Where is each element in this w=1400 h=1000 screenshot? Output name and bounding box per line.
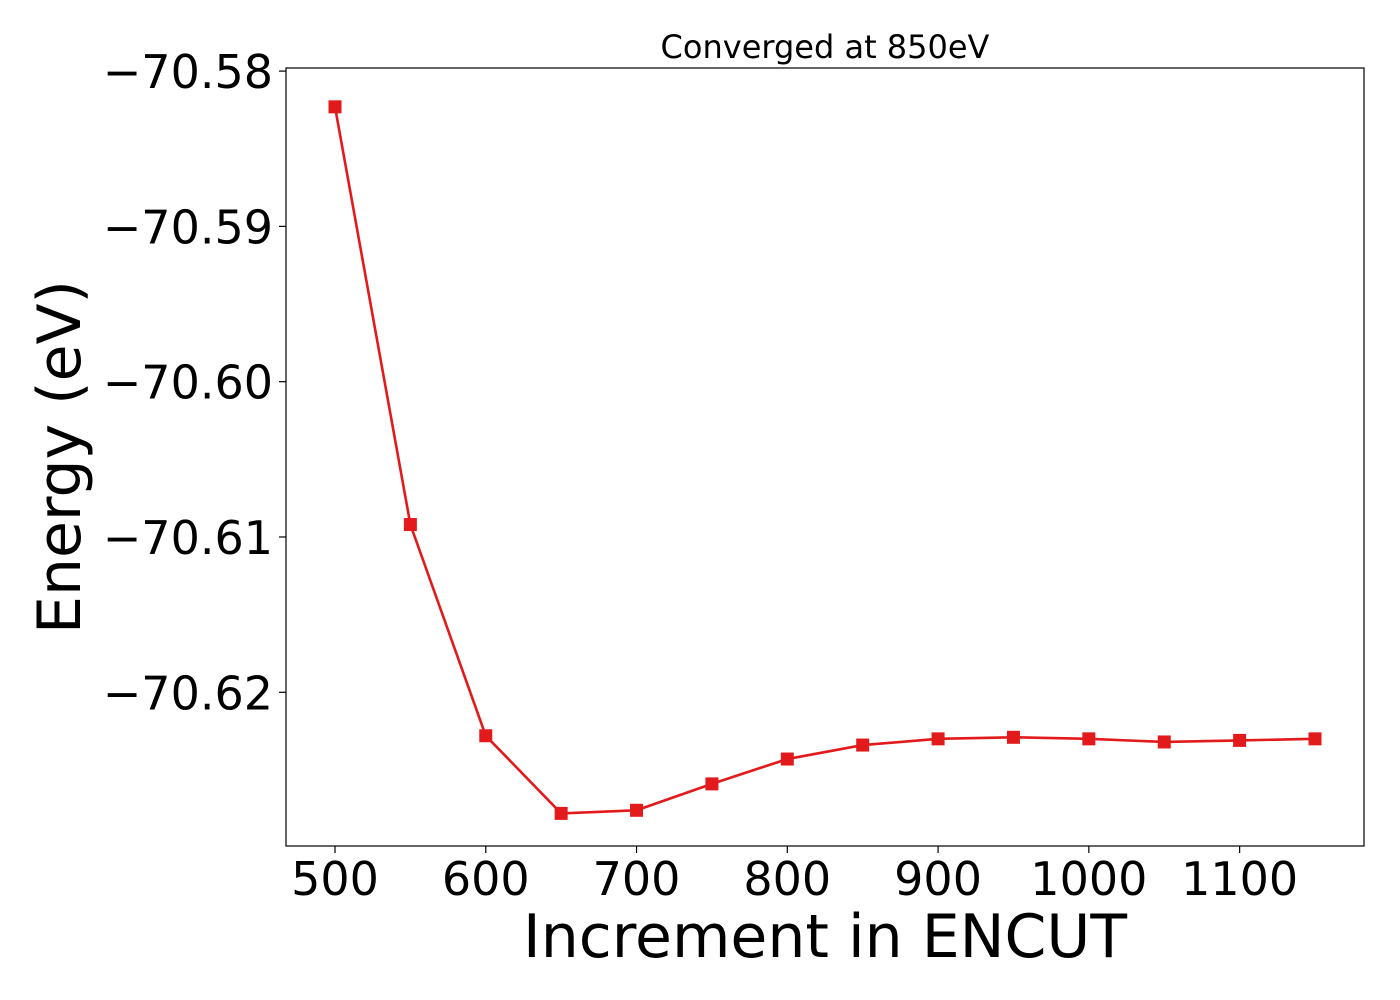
data-point-marker	[1308, 732, 1322, 746]
y-tick-label: −70.60	[103, 356, 273, 410]
series-line	[333, 106, 1316, 815]
y-axis-label: Energy (eV)	[25, 280, 95, 634]
x-tick-label: 600	[442, 852, 530, 906]
data-point-marker	[931, 732, 945, 746]
data-point-marker	[328, 100, 342, 114]
plot-area	[328, 100, 1322, 820]
data-point-marker	[856, 738, 870, 752]
data-point-marker	[479, 729, 493, 743]
axes-frame	[285, 67, 1365, 847]
data-point-marker	[1233, 733, 1247, 747]
data-point-marker	[1006, 730, 1020, 744]
data-point-marker	[630, 803, 644, 817]
x-tick-label: 800	[743, 852, 831, 906]
y-tick-label: −70.62	[103, 666, 273, 720]
x-tick-label: 700	[593, 852, 681, 906]
axis-ticks: 500 600 700 800 900 1000 1100 −70.58 −70.59 −70.6…	[103, 45, 1298, 906]
data-point-marker	[1082, 732, 1096, 746]
y-tick-label: −70.59	[103, 200, 273, 254]
y-tick-label: −70.58	[103, 45, 273, 99]
data-point-marker	[1157, 735, 1171, 749]
chart-title: Converged at 850eV	[661, 28, 990, 66]
y-tick-label: −70.61	[103, 511, 273, 565]
x-tick-label: 1100	[1181, 852, 1298, 906]
x-tick-label: 900	[894, 852, 982, 906]
x-axis-label: Increment in ENCUT	[523, 902, 1127, 972]
data-point-marker	[403, 518, 417, 532]
x-tick-label: 1000	[1030, 852, 1147, 906]
data-point-marker	[780, 752, 794, 766]
data-point-marker	[705, 777, 719, 791]
data-point-marker	[554, 806, 568, 820]
x-tick-label: 500	[291, 852, 379, 906]
